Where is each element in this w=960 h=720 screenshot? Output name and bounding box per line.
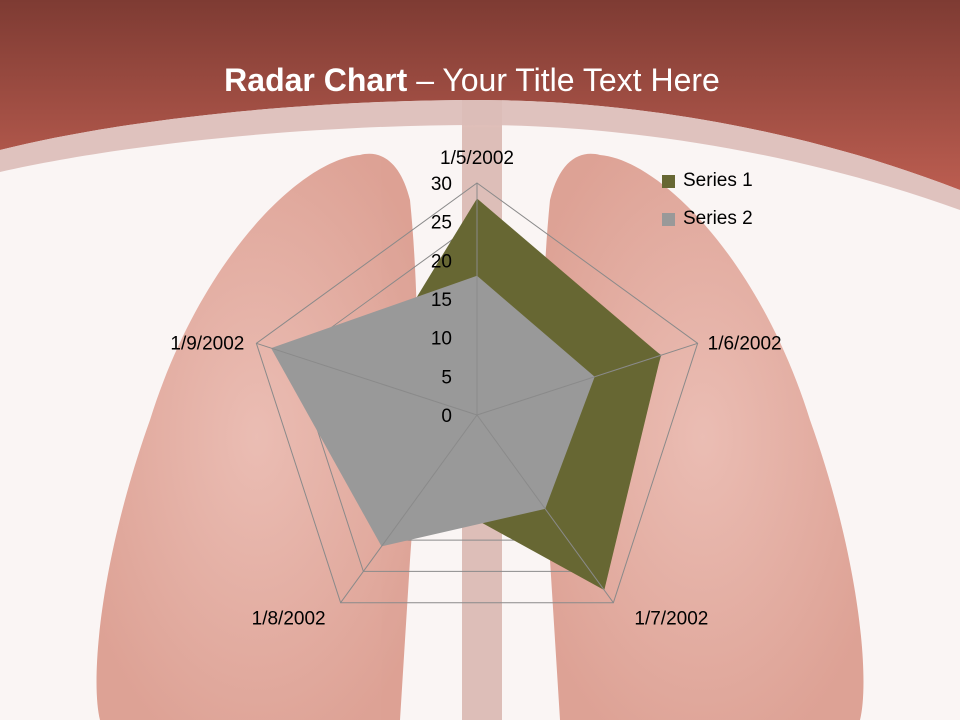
axis-spoke: [340, 414, 478, 603]
axis-spoke: [476, 342, 698, 416]
tick-label: 15: [431, 290, 452, 311]
tick-label: 10: [431, 329, 452, 350]
grid-ring: [255, 182, 699, 604]
tick-label: 0: [441, 406, 452, 427]
header-band: [0, 0, 960, 190]
series-2-area: [271, 275, 595, 547]
legend-item-series-1: Series 1: [662, 162, 753, 200]
category-label: 1/7/2002: [634, 609, 708, 630]
legend-swatch: [662, 174, 675, 188]
category-label: 1/6/2002: [708, 333, 782, 354]
tick-label: 25: [431, 213, 452, 234]
legend: Series 1 Series 2: [662, 162, 753, 238]
axis-spoke: [476, 414, 614, 603]
axis-spoke: [256, 342, 478, 416]
tick-label: 20: [431, 251, 452, 272]
header-arc: [0, 100, 960, 210]
category-label: 1/9/2002: [170, 333, 244, 354]
category-label: 1/8/2002: [252, 609, 326, 630]
category-label: 1/5/2002: [440, 148, 514, 169]
tick-label: 5: [441, 367, 452, 388]
legend-item-series-2: Series 2: [662, 200, 753, 238]
legend-swatch: [662, 212, 675, 226]
tick-label: 30: [431, 174, 452, 195]
slide-title: Radar Chart – Your Title Text Here: [224, 62, 720, 98]
